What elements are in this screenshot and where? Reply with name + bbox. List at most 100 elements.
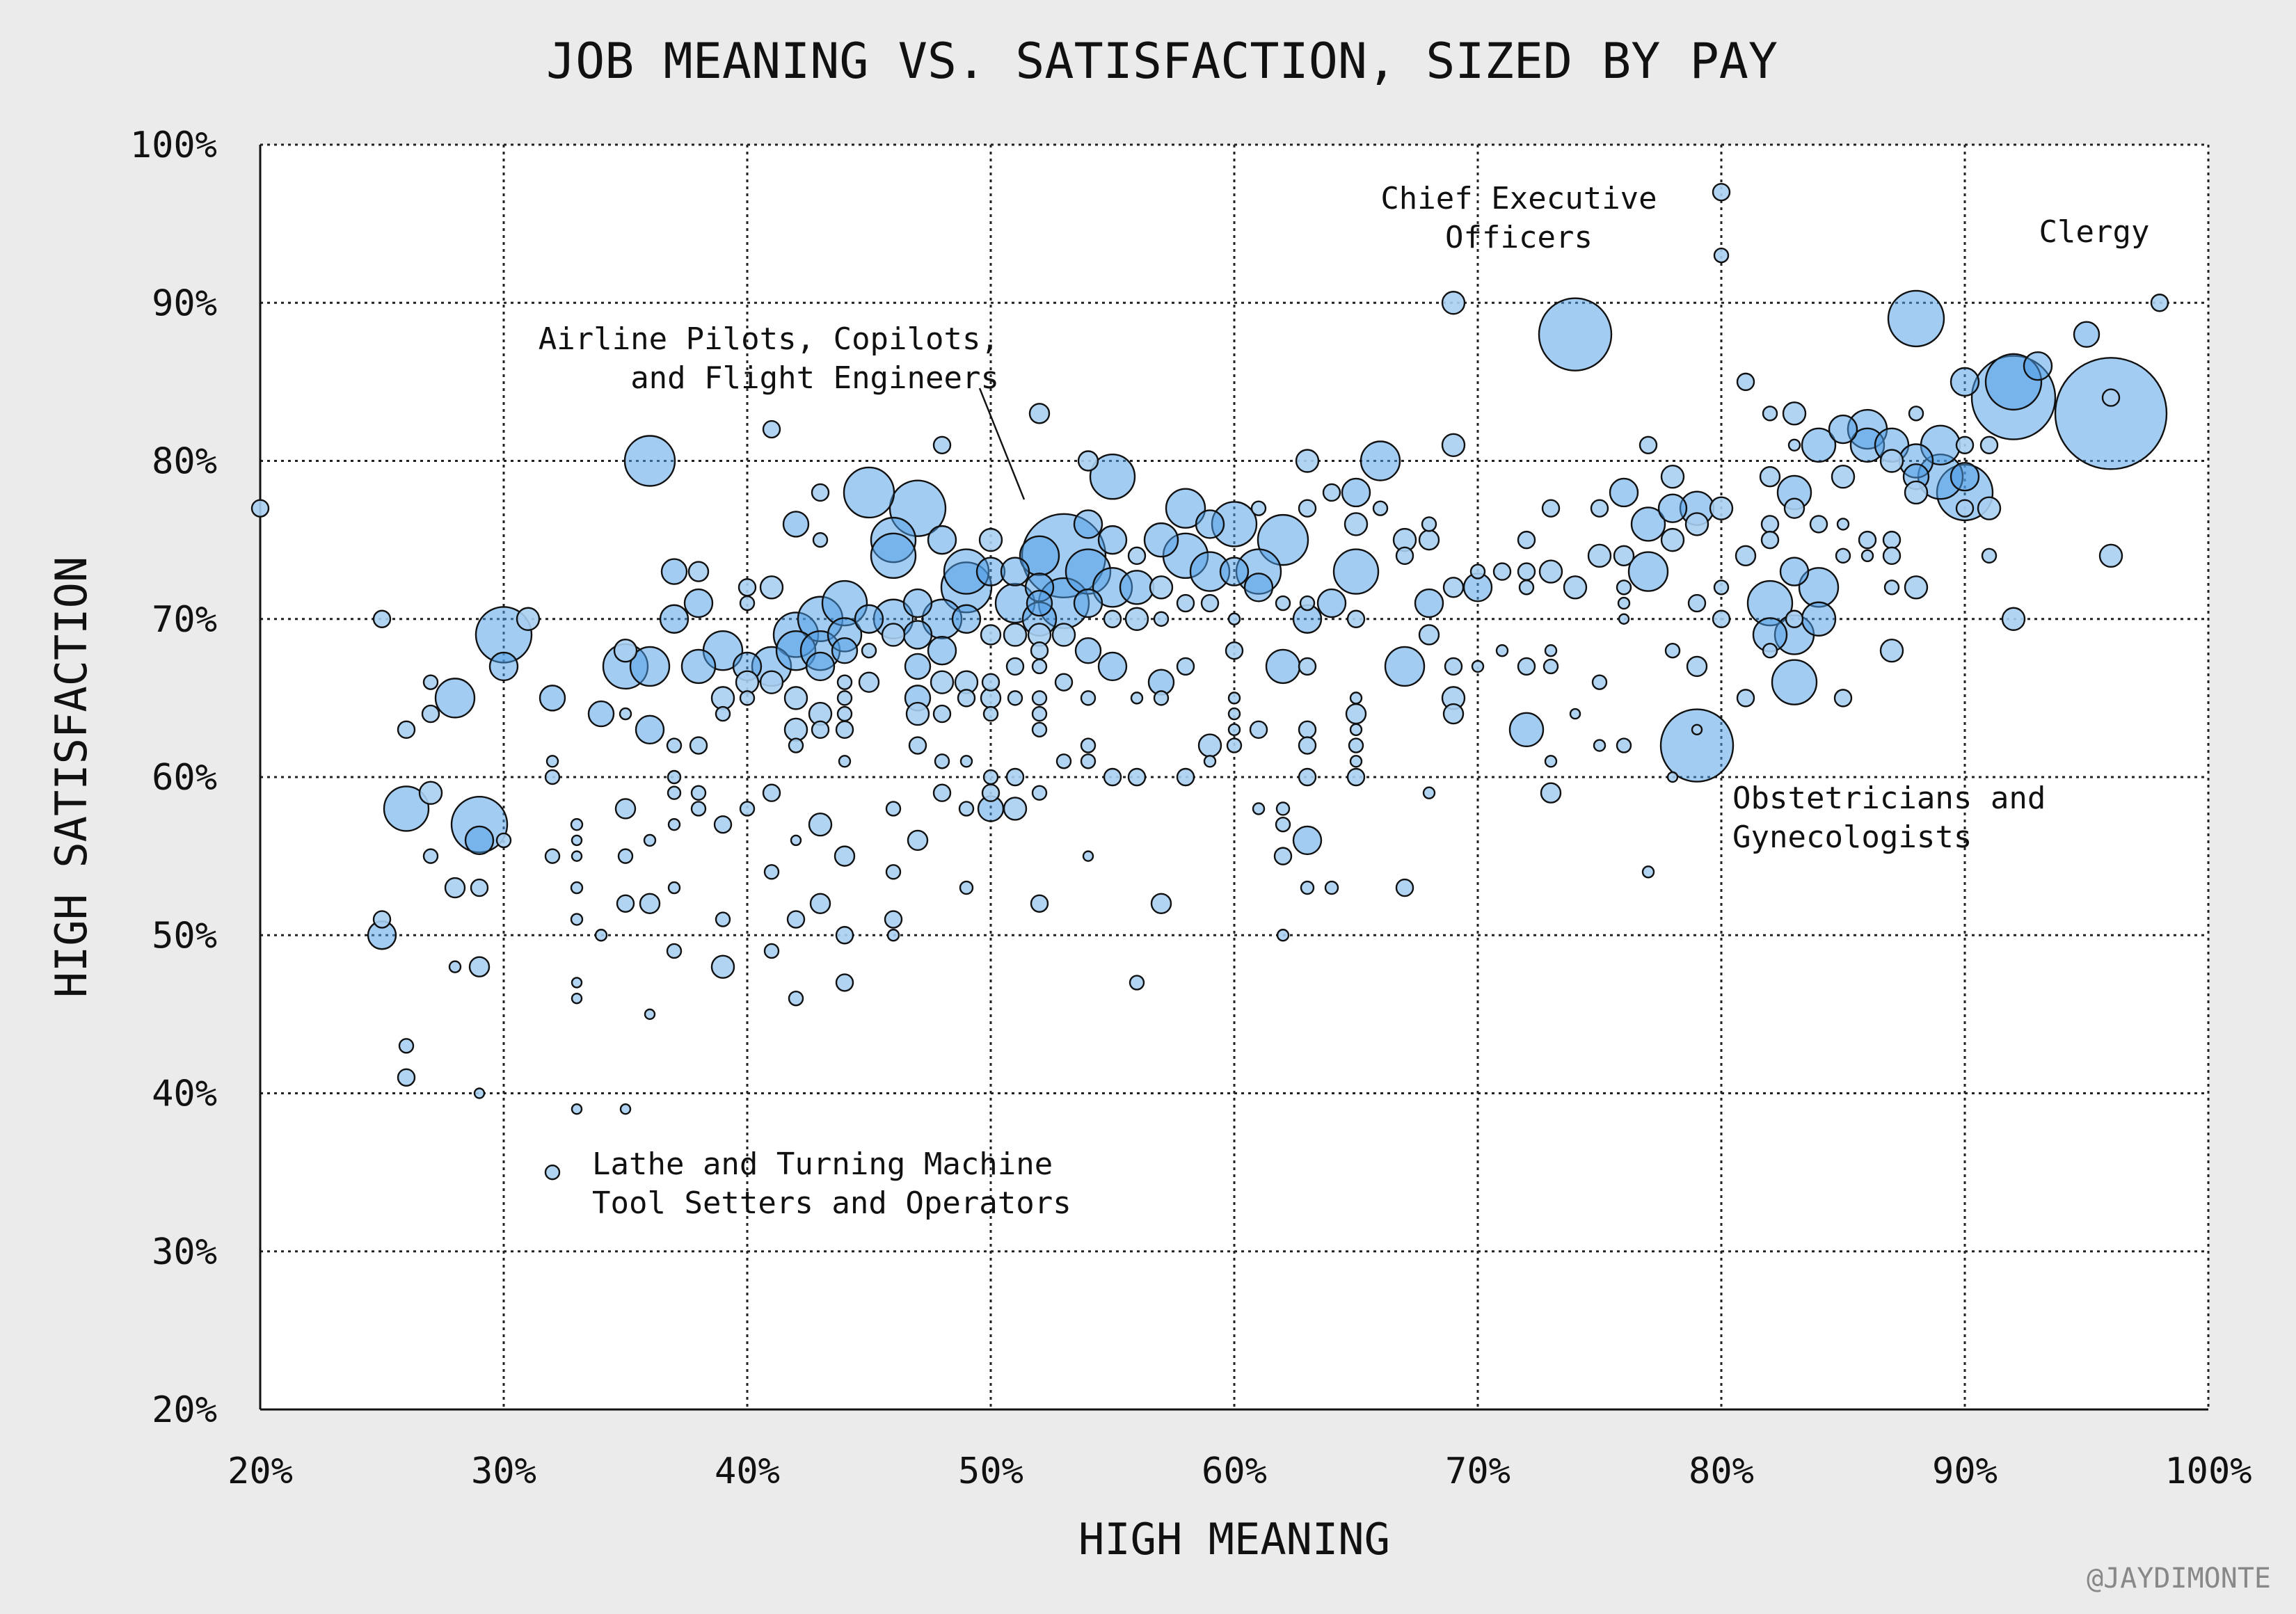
data-point [434,678,476,719]
data-point [544,1164,561,1181]
data-point [1627,551,1669,592]
data-point [1344,512,1369,536]
data-point [1103,609,1122,628]
data-point [1660,527,1685,552]
data-point [1298,720,1317,740]
data-point [488,651,519,682]
data-point [1508,712,1545,748]
data-point [1660,465,1685,489]
data-point [932,436,952,454]
data-point [1176,657,1195,676]
data-point [763,864,780,880]
data-point [1783,497,1805,519]
data-point [836,690,853,706]
data-point [932,783,952,802]
data-point [1073,588,1103,618]
y-tick-label: 70% [152,599,217,641]
data-point [470,878,489,897]
data-point [1904,575,1929,600]
data-point [1713,247,1730,264]
data-point [1691,724,1703,736]
data-point [1441,291,1466,315]
data-point [1760,515,1780,534]
data-point [1639,436,1658,454]
data-point [1273,847,1293,865]
data-point [545,755,559,768]
data-point [619,707,632,721]
data-point [2150,294,2169,312]
data-point [1150,893,1172,915]
data-point [2001,607,2026,631]
x-tick-label: 40% [715,1451,780,1492]
data-point [835,926,854,945]
data-point [2098,543,2123,568]
data-point [870,532,917,580]
data-point [902,588,933,618]
data-point [1418,529,1440,551]
data-point [838,755,852,768]
data-point [1833,689,1853,708]
data-point [1348,737,1364,753]
data-point [1879,639,1904,663]
data-point [544,848,561,864]
data-point [1324,880,1339,895]
data-point [1243,573,1274,602]
data-point [812,532,829,548]
data-point [1593,739,1607,752]
data-point [739,801,756,817]
data-point [1127,767,1147,787]
data-point [981,783,1000,802]
data-point [659,604,689,634]
data-point [1077,450,1099,472]
data-point [759,670,784,694]
data-point [1276,929,1290,942]
y-tick-label: 20% [152,1389,217,1431]
data-point [788,737,804,753]
data-point [1787,438,1801,452]
data-point [398,1038,415,1054]
data-point [448,960,462,973]
data-point [516,607,541,631]
data-point [1591,674,1608,690]
data-point [690,785,707,801]
data-point [713,815,733,834]
data-point [1666,771,1679,783]
data-point [1195,509,1225,539]
data-point [1299,595,1316,612]
data-point [858,671,880,693]
data-point [464,825,495,856]
data-point [1517,530,1536,550]
data-point [1762,643,1778,659]
data-point [1316,588,1347,618]
data-point [1712,182,1731,202]
tick-labels: 20% 30% 40% 50% 60% 70% 80% 90% 100% 20% 30% 40% 50%… [130,125,2252,1492]
data-point [1664,643,1681,659]
data-point [1054,673,1074,692]
data-point [687,561,710,582]
data-point [629,646,671,687]
data-point [1176,593,1195,613]
data-point [904,653,932,680]
data-point [1809,515,1828,534]
data-point [1609,477,1639,508]
data-point [571,992,583,1005]
x-axis-label: HIGH MEANING [1078,1514,1390,1565]
data-point [570,817,584,831]
data-point [1762,406,1778,422]
data-point [759,575,784,600]
data-point [619,1103,632,1115]
data-point [1124,607,1149,631]
data-point [690,801,707,817]
data-point [1908,406,1924,422]
data-point [1955,499,1975,518]
data-point [635,714,665,745]
data-point [1298,767,1317,787]
data-point [958,801,975,817]
data-point [372,910,392,929]
data-point [1469,564,1486,580]
data-point [715,705,731,722]
y-tick-label: 60% [152,757,217,799]
data-point [1003,797,1028,821]
data-point [1441,433,1466,457]
